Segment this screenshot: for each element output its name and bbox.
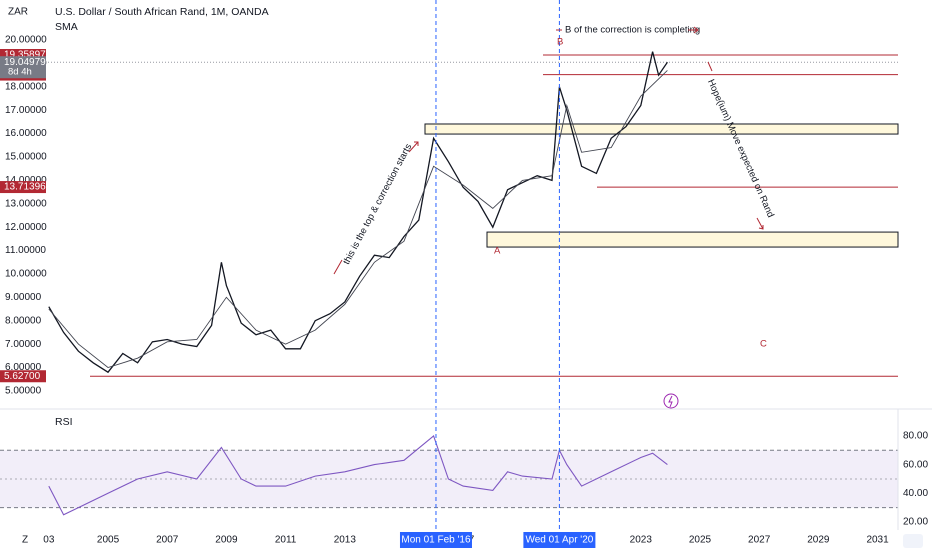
price-badge-label: 19.35897	[4, 50, 46, 61]
wave-label: B	[557, 37, 563, 48]
y-tick-label: 6.00000	[5, 362, 42, 373]
annotation: B of the correction is completing	[565, 25, 700, 36]
sma-line	[48, 70, 668, 369]
rsi-tick-label: 80.00	[903, 431, 928, 442]
chart-title: U.S. Dollar / South African Rand, 1M, OA…	[55, 6, 269, 18]
price-line	[48, 51, 668, 374]
y-tick-label: 10.00000	[5, 269, 47, 280]
y-tick-label: 17.00000	[5, 105, 47, 116]
y-tick-label: 11.00000	[5, 245, 46, 256]
wave-label: A	[494, 246, 501, 257]
x-tick-label: 2025	[689, 535, 712, 546]
annotation-arrow	[556, 26, 699, 34]
countdown: 8d 4h	[8, 67, 32, 78]
corner-label: Z	[22, 535, 28, 546]
price-badge	[0, 181, 46, 194]
y-tick-label: 15.00000	[5, 152, 47, 163]
y-tick-label: 9.00000	[5, 292, 42, 303]
y-tick-label: 20.00000	[5, 35, 47, 46]
x-tick-label: 2031	[866, 535, 889, 546]
zone	[424, 123, 899, 135]
price-badge	[0, 370, 46, 383]
event-icon-bolt	[668, 395, 673, 408]
y-tick-label: 16.00000	[5, 128, 47, 139]
settings-button[interactable]	[903, 534, 923, 548]
y-tick-label: 14.00000	[5, 175, 47, 186]
x-tick-label: 2027	[748, 535, 771, 546]
rsi-tick-label: 60.00	[903, 459, 928, 470]
marker-badge	[399, 532, 472, 548]
rsi-tick-label: 40.00	[903, 488, 928, 499]
x-tick-label: 2029	[807, 535, 830, 546]
zone	[486, 231, 899, 248]
rsi-tick-label: 20.00	[903, 517, 928, 528]
annotation-arrow	[707, 61, 764, 230]
x-tick-label: 2007	[156, 535, 179, 546]
x-tick-label: 03	[43, 535, 55, 546]
price-badge-label: 13.71396	[4, 182, 46, 193]
wave-label: C	[760, 339, 767, 350]
marker-label: Mon 01 Feb '16	[401, 535, 471, 546]
rsi-label: RSI	[55, 416, 73, 428]
indicator-label: SMA	[55, 21, 78, 33]
rsi-line	[48, 434, 668, 516]
x-tick-label: 2013	[334, 535, 357, 546]
y-tick-label: 18.00000	[5, 81, 47, 92]
event-icon[interactable]	[663, 393, 679, 409]
marker-label: Wed 01 Apr '20	[525, 535, 593, 546]
price-badge	[0, 56, 46, 79]
y-tick-label: 7.00000	[5, 339, 42, 350]
annotation-arrow	[333, 141, 419, 275]
x-tick-label: 2023	[630, 535, 653, 546]
y-tick-label: 5.00000	[5, 386, 42, 397]
y-tick-label: 13.00000	[5, 198, 47, 209]
x-tick-label: 2011	[275, 535, 297, 546]
price-badge-label: 19.04979	[4, 57, 46, 68]
y-tick-label: 8.00000	[5, 315, 42, 326]
price-badge-label: 5.62700	[4, 371, 41, 382]
y-tick-label: 12.00000	[5, 222, 47, 233]
marker-badge	[523, 532, 596, 548]
x-tick-label: 2005	[97, 535, 120, 546]
x-tick-label: 2009	[215, 535, 238, 546]
symbol: ZAR	[8, 7, 28, 18]
